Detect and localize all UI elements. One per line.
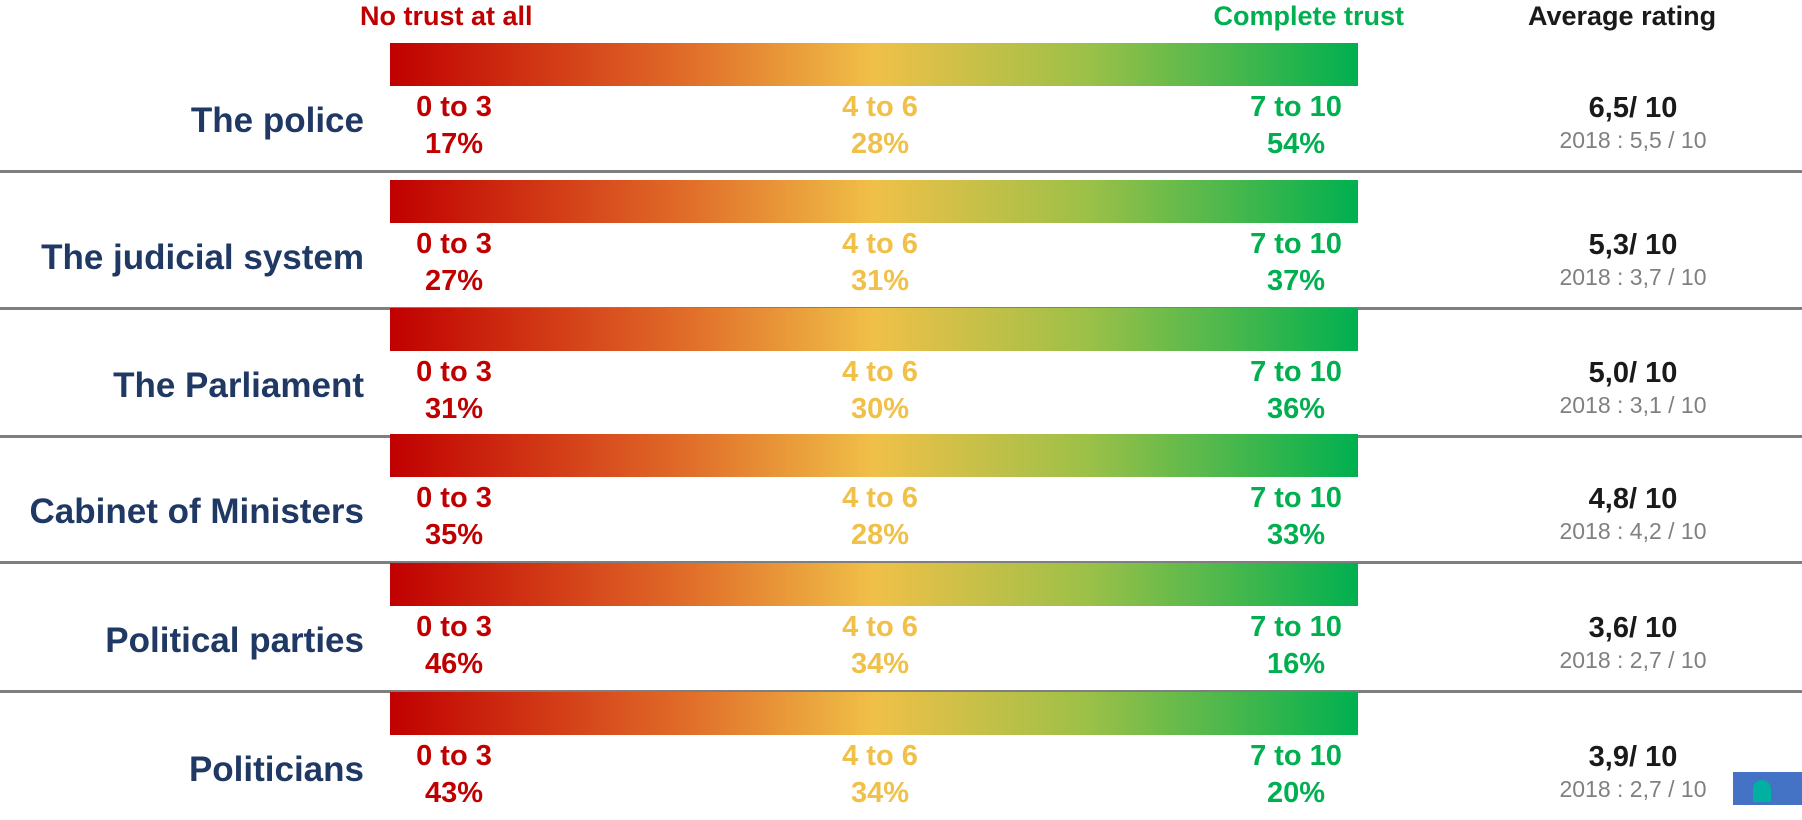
- percent-high: 37%: [1266, 265, 1326, 297]
- percent-mid: 34%: [850, 648, 910, 680]
- segment-mid: 4 to 6 30%: [815, 354, 945, 428]
- segment-high: 7 to 10 16%: [1231, 609, 1361, 683]
- segment-mid: 4 to 6 31%: [815, 226, 945, 300]
- percent-low: 27%: [424, 265, 484, 297]
- scale-label-no-trust: No trust at all: [360, 1, 533, 31]
- percent-mid: 34%: [850, 777, 910, 809]
- segment-high: 7 to 10 33%: [1231, 480, 1361, 554]
- range-label-high: 7 to 10: [1250, 482, 1342, 514]
- segment-low: 0 to 3 27%: [389, 226, 519, 300]
- segment-low: 0 to 3 43%: [389, 738, 519, 812]
- average-rating-value: 5,3/ 10: [1588, 229, 1678, 261]
- average-rating: 3,6/ 10 2018 : 2,7 / 10: [1503, 611, 1763, 675]
- scale-label-complete-trust: Complete trust: [1213, 1, 1404, 31]
- percent-high: 54%: [1266, 128, 1326, 160]
- table-row: The Parliament 0 to 3 31% 4 to 6 30% 7 to 10 3…: [0, 308, 1802, 438]
- row-divider: [0, 170, 1802, 173]
- range-label-low: 0 to 3: [416, 482, 492, 514]
- average-rating-value: 3,6/ 10: [1588, 612, 1678, 644]
- segment-mid: 4 to 6 34%: [815, 738, 945, 812]
- average-rating: 4,8/ 10 2018 : 4,2 / 10: [1503, 482, 1763, 546]
- average-rating-2018: 2018 : 4,2 / 10: [1559, 518, 1707, 544]
- row-divider: [0, 690, 1802, 693]
- range-label-mid: 4 to 6: [842, 91, 918, 123]
- average-rating-2018: 2018 : 3,1 / 10: [1559, 392, 1707, 418]
- segment-mid: 4 to 6 28%: [815, 89, 945, 163]
- row-label: The police: [190, 101, 364, 140]
- segment-low: 0 to 3 31%: [389, 354, 519, 428]
- range-label-high: 7 to 10: [1250, 356, 1342, 388]
- segment-mid: 4 to 6 28%: [815, 480, 945, 554]
- range-label-mid: 4 to 6: [842, 356, 918, 388]
- segment-mid: 4 to 6 34%: [815, 609, 945, 683]
- range-label-mid: 4 to 6: [842, 740, 918, 772]
- percent-high: 20%: [1266, 777, 1326, 809]
- average-rating-2018: 2018 : 5,5 / 10: [1559, 127, 1707, 153]
- range-label-low: 0 to 3: [416, 91, 492, 123]
- percent-mid: 31%: [850, 265, 910, 297]
- row-label: Political parties: [105, 621, 364, 660]
- percent-mid: 28%: [850, 519, 910, 551]
- range-label-mid: 4 to 6: [842, 482, 918, 514]
- average-rating-header: Average rating: [1528, 1, 1717, 31]
- segment-low: 0 to 3 46%: [389, 609, 519, 683]
- average-rating-value: 5,0/ 10: [1588, 357, 1678, 389]
- range-label-high: 7 to 10: [1250, 611, 1342, 643]
- percent-high: 36%: [1266, 393, 1326, 425]
- percent-high: 16%: [1266, 648, 1326, 680]
- average-rating: 6,5/ 10 2018 : 5,5 / 10: [1503, 91, 1763, 155]
- segment-high: 7 to 10 37%: [1231, 226, 1361, 300]
- percent-low: 31%: [424, 393, 484, 425]
- logo-mark: [1753, 780, 1771, 802]
- percent-low: 17%: [424, 128, 484, 160]
- table-row: Cabinet of Ministers 0 to 3 35% 4 to 6 28% 7 …: [0, 434, 1802, 564]
- segment-high: 7 to 10 20%: [1231, 738, 1361, 812]
- average-rating: 5,3/ 10 2018 : 3,7 / 10: [1503, 228, 1763, 292]
- row-label: The Parliament: [113, 366, 364, 405]
- row-label: The judicial system: [41, 238, 364, 277]
- average-rating-value: 6,5/ 10: [1588, 92, 1678, 124]
- average-rating-value: 4,8/ 10: [1588, 483, 1678, 515]
- trust-gradient-bar: [390, 692, 1358, 735]
- range-label-low: 0 to 3: [416, 740, 492, 772]
- range-label-mid: 4 to 6: [842, 228, 918, 260]
- range-label-low: 0 to 3: [416, 611, 492, 643]
- percent-mid: 28%: [850, 128, 910, 160]
- trust-gradient-bar: [390, 180, 1358, 223]
- range-label-high: 7 to 10: [1250, 228, 1342, 260]
- range-label-mid: 4 to 6: [842, 611, 918, 643]
- range-label-low: 0 to 3: [416, 228, 492, 260]
- percent-low: 46%: [424, 648, 484, 680]
- trust-gradient-bar: [390, 563, 1358, 606]
- range-label-high: 7 to 10: [1250, 91, 1342, 123]
- percent-low: 35%: [424, 519, 484, 551]
- segment-high: 7 to 10 36%: [1231, 354, 1361, 428]
- table-row: The judicial system 0 to 3 27% 4 to 6 31% 7 t…: [0, 180, 1802, 310]
- table-row: Politicians 0 to 3 43% 4 to 6 34% 7 to 10 20% 3…: [0, 692, 1802, 820]
- average-rating: 5,0/ 10 2018 : 3,1 / 10: [1503, 356, 1763, 420]
- trust-gradient-bar: [390, 308, 1358, 351]
- percent-high: 33%: [1266, 519, 1326, 551]
- brand-logo-icon: [1733, 772, 1802, 805]
- range-label-high: 7 to 10: [1250, 740, 1342, 772]
- average-rating-2018: 2018 : 2,7 / 10: [1559, 776, 1707, 802]
- average-rating: 3,9/ 10 2018 : 2,7 / 10: [1503, 740, 1763, 804]
- trust-gradient-bar: [390, 434, 1358, 477]
- segment-low: 0 to 3 35%: [389, 480, 519, 554]
- row-label: Cabinet of Ministers: [29, 492, 364, 531]
- segment-low: 0 to 3 17%: [389, 89, 519, 163]
- average-rating-2018: 2018 : 2,7 / 10: [1559, 647, 1707, 673]
- row-divider: [0, 561, 1802, 564]
- range-label-low: 0 to 3: [416, 356, 492, 388]
- average-rating-value: 3,9/ 10: [1588, 741, 1678, 773]
- trust-gradient-bar: [390, 43, 1358, 86]
- segment-high: 7 to 10 54%: [1231, 89, 1361, 163]
- table-row: The police 0 to 3 17% 4 to 6 28% 7 to 10 54% 6,…: [0, 43, 1802, 173]
- percent-mid: 30%: [850, 393, 910, 425]
- average-rating-2018: 2018 : 3,7 / 10: [1559, 264, 1707, 290]
- table-row: Political parties 0 to 3 46% 4 to 6 34% 7 to …: [0, 563, 1802, 693]
- percent-low: 43%: [424, 777, 484, 809]
- row-label: Politicians: [188, 750, 364, 789]
